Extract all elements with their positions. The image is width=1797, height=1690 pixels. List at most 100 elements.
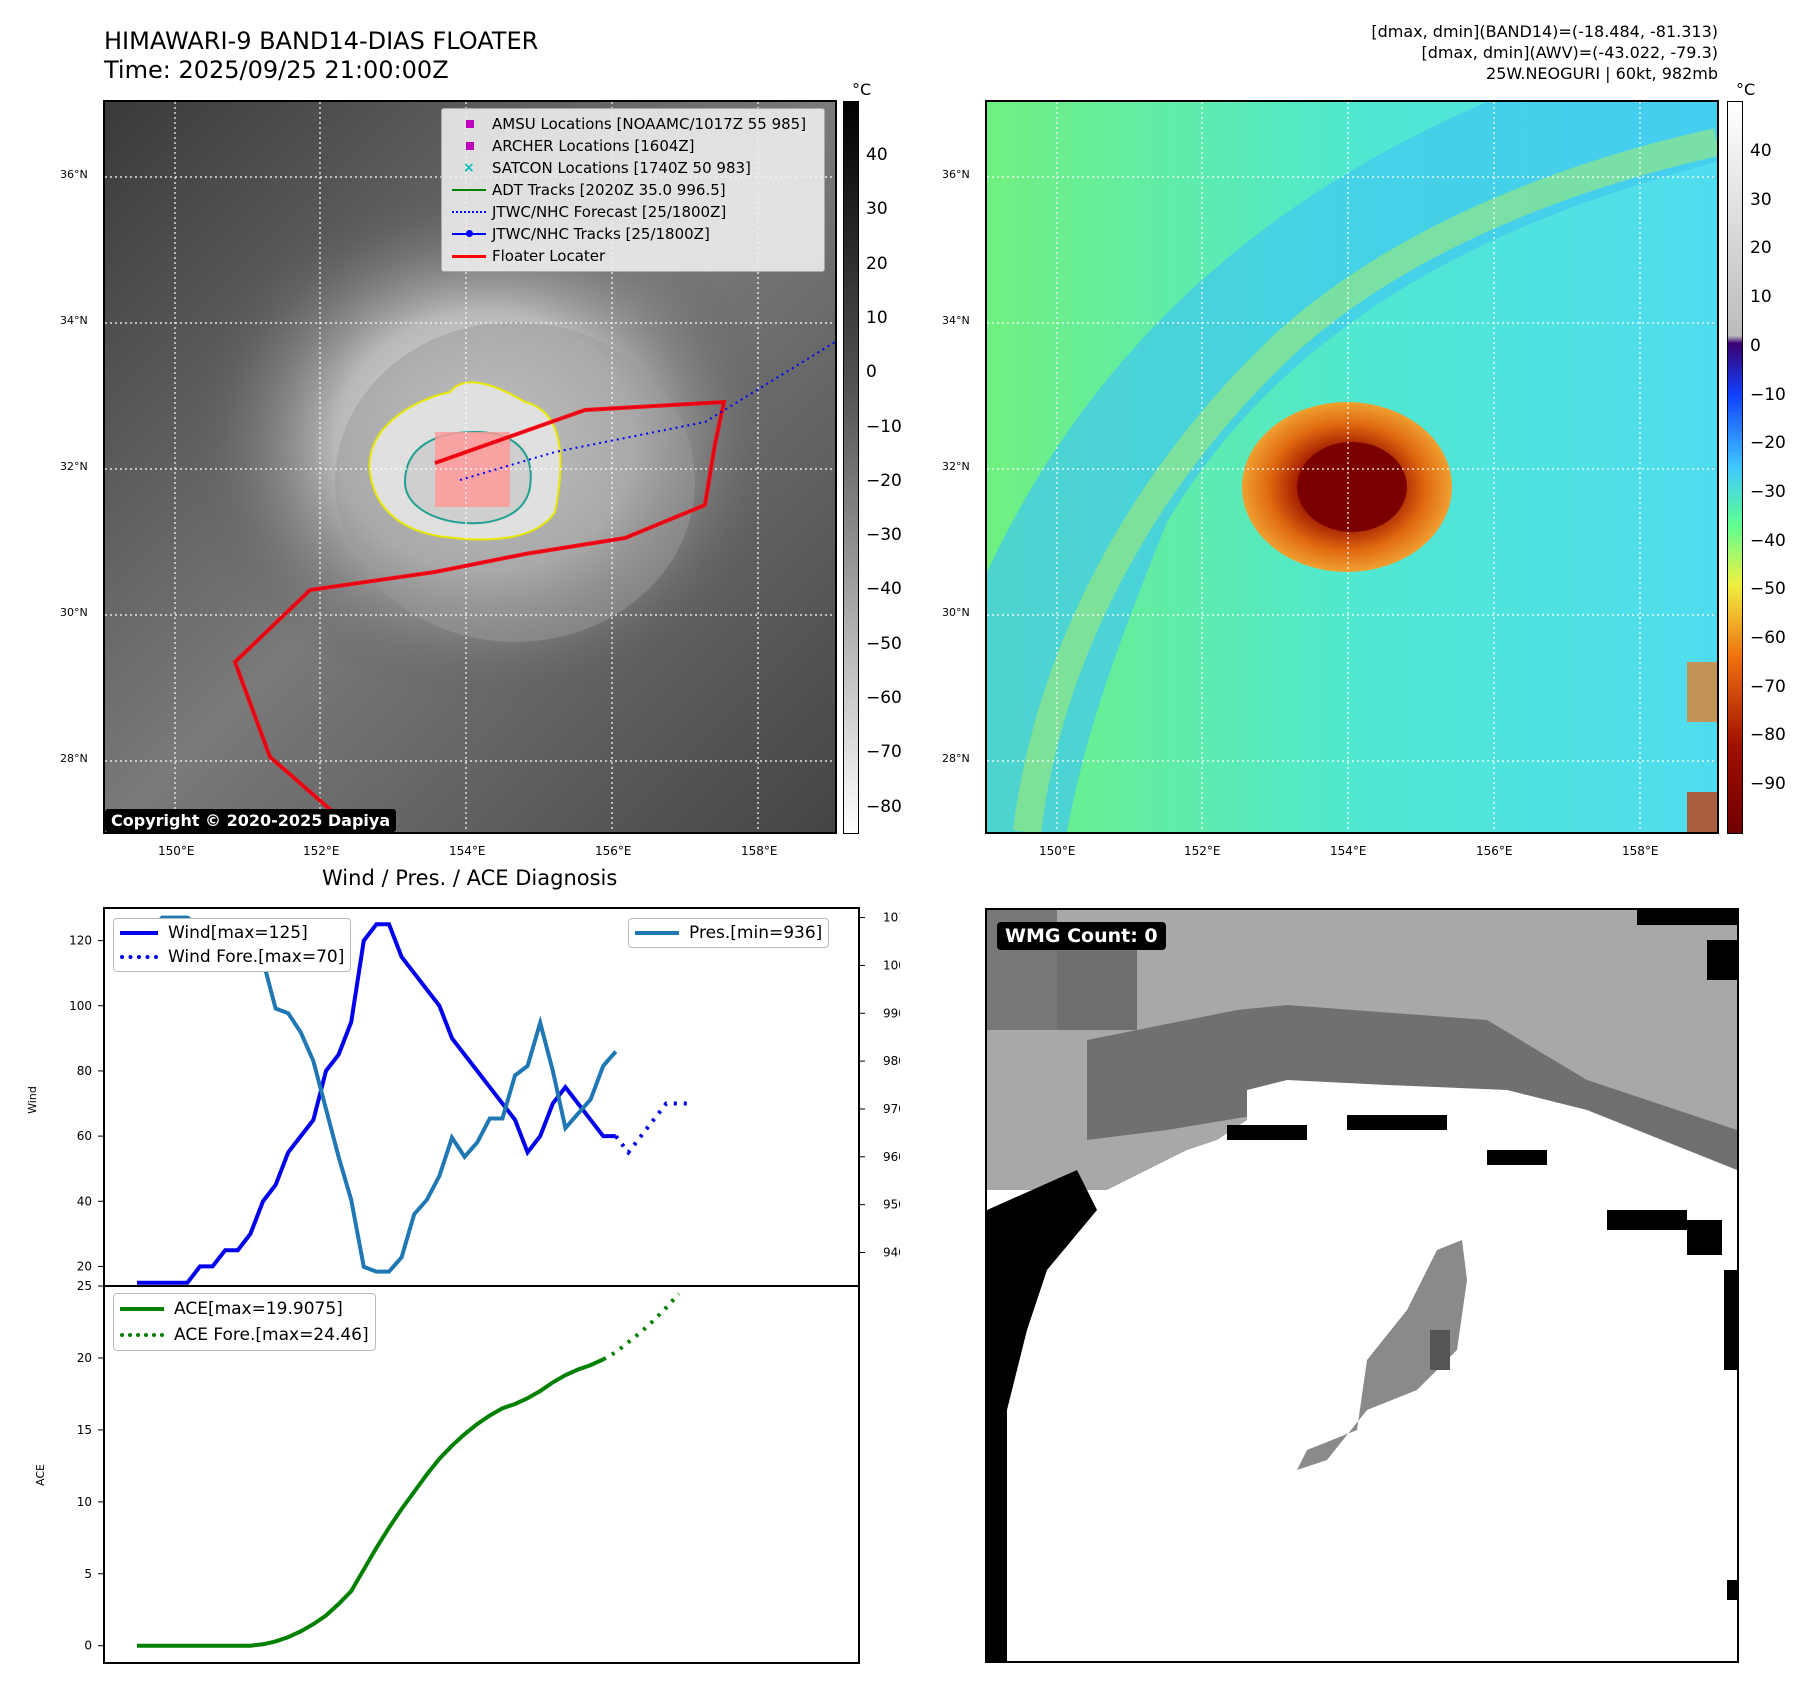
diagnosis-chart: 2040608010012094095096097098099010001010… <box>26 907 900 1664</box>
solid-line-icon <box>452 255 486 258</box>
ir-colorbar-tick: 30 <box>866 199 888 220</box>
pressure-legend: Pres.[min=936] <box>628 918 830 948</box>
ir-lon-label: 158°E <box>741 844 778 858</box>
ace-legend: ACE[max=19.9075] ACE Fore.[max=24.46] <box>113 1293 376 1351</box>
ir-map-panel: AMSU Locations [NOAAMC/1017Z 55 985] ARC… <box>103 100 837 834</box>
awv-lon-label: 152°E <box>1184 844 1221 858</box>
wind-line <box>137 922 616 1285</box>
ir-colorbar-tick: −10 <box>866 416 902 437</box>
legend-archer: ARCHER Locations [1604Z] <box>448 135 818 157</box>
awv-lat-label: 34°N <box>942 314 970 327</box>
ace-forecast-line <box>602 1292 681 1362</box>
ir-colorbar-tick: −30 <box>866 525 902 546</box>
chart-title: Wind / Pres. / ACE Diagnosis <box>322 866 618 890</box>
ace-tick-label: 10 <box>77 1495 92 1509</box>
ir-colorbar-tick: 40 <box>866 145 888 165</box>
awv-colorbar-tick: 30 <box>1750 189 1772 210</box>
ir-colorbar-tick: −40 <box>866 579 902 600</box>
pressure-tick-label: 940 <box>883 1246 900 1260</box>
solid-line-icon <box>120 1307 164 1311</box>
awv-lat-label: 30°N <box>942 606 970 619</box>
wind-tick-label: 40 <box>77 1194 92 1208</box>
wind-tick-label: 60 <box>77 1129 92 1143</box>
ace-tick-label: 15 <box>77 1423 92 1437</box>
pressure-tick-label: 950 <box>883 1198 900 1212</box>
legend-jtwc-tracks: JTWC/NHC Tracks [25/1800Z] <box>448 223 818 245</box>
wind-legend: Wind[max=125] Wind Fore.[max=70] <box>113 918 352 972</box>
pressure-tick-label: 960 <box>883 1150 900 1164</box>
ir-lon-label: 150°E <box>158 844 195 858</box>
square-marker-icon <box>466 142 474 150</box>
ir-lat-label: 36°N <box>60 168 88 181</box>
pressure-tick-label: 990 <box>883 1006 900 1020</box>
ir-colorbar-unit: °C <box>852 80 872 99</box>
ir-lon-label: 152°E <box>303 844 340 858</box>
legend-jtwc-forecast: JTWC/NHC Forecast [25/1800Z] <box>448 201 818 223</box>
awv-colorbar-tick: −90 <box>1750 774 1786 795</box>
legend-floater: Floater Locater <box>448 245 818 267</box>
ir-lat-label: 30°N <box>60 606 88 619</box>
floater-box <box>435 432 510 507</box>
copyright-label: Copyright © 2020-2025 Dapiya <box>105 809 397 832</box>
wind-tick-label: 20 <box>77 1259 92 1273</box>
ir-colorbar-tick: 20 <box>866 253 888 274</box>
ir-colorbar-tick: −60 <box>866 688 902 708</box>
awv-colorbar-unit: °C <box>1736 80 1756 99</box>
dotted-line-icon <box>452 211 486 213</box>
ir-legend: AMSU Locations [NOAAMC/1017Z 55 985] ARC… <box>441 108 825 272</box>
awv-colorbar-tick: −60 <box>1750 628 1786 648</box>
wind-tick-label: 80 <box>77 1064 92 1078</box>
awv-lon-label: 158°E <box>1622 844 1659 858</box>
wmg-panel: WMG Count: 0 <box>985 908 1739 1663</box>
wind-forecast-line <box>614 1101 692 1156</box>
info-line-2: [dmax, dmin](AWV)=(-43.022, -79.3) <box>1421 43 1718 62</box>
wmg-count-badge: WMG Count: 0 <box>997 922 1166 950</box>
awv-colorbar-tick: −70 <box>1750 676 1786 697</box>
awv-colorbar-tick: −40 <box>1750 530 1786 551</box>
ir-colorbar-tick: −50 <box>866 633 902 654</box>
ace-tick-label: 25 <box>77 1279 92 1293</box>
wind-axis-label: Wind <box>26 1086 39 1114</box>
awv-lat-label: 36°N <box>942 168 970 181</box>
awv-colorbar-tick: 20 <box>1750 238 1772 259</box>
x-marker-icon: × <box>463 160 475 176</box>
awv-colorbar-tick: 10 <box>1750 287 1772 308</box>
legend-satcon: × SATCON Locations [1740Z 50 983] <box>463 159 751 177</box>
info-line-3: 25W.NEOGURI | 60kt, 982mb <box>1486 64 1718 83</box>
ace-tick-label: 0 <box>84 1639 92 1653</box>
awv-colorbar-tick: 0 <box>1750 335 1761 356</box>
wind-tick-label: 100 <box>69 999 92 1013</box>
dotted-line-icon <box>120 1333 164 1337</box>
ir-colorbar-tick: −80 <box>866 796 902 817</box>
ir-lat-label: 32°N <box>60 460 88 473</box>
ir-lat-label: 28°N <box>60 752 88 765</box>
awv-colorbar-tick: −30 <box>1750 481 1786 502</box>
pressure-tick-label: 970 <box>883 1102 900 1116</box>
pressure-tick-label: 1000 <box>883 958 900 972</box>
solid-line-icon <box>452 189 486 191</box>
ir-lon-label: 156°E <box>595 844 632 858</box>
awv-lon-label: 150°E <box>1039 844 1076 858</box>
title-line-1: HIMAWARI-9 BAND14-DIAS FLOATER <box>104 27 539 55</box>
awv-colorbar-tick: −20 <box>1750 433 1786 454</box>
solid-line-icon <box>120 931 158 935</box>
ace-axes-frame <box>103 1285 860 1664</box>
ir-lat-label: 34°N <box>60 314 88 327</box>
awv-colorbar <box>1727 101 1743 834</box>
square-marker-icon <box>466 120 474 128</box>
solid-line-icon <box>635 931 679 935</box>
ir-colorbar-tick: 10 <box>866 307 888 328</box>
ace-axis-label: ACE <box>34 1464 47 1486</box>
awv-colorbar-tick: −10 <box>1750 384 1786 405</box>
pressure-tick-label: 980 <box>883 1054 900 1068</box>
awv-colorbar-tick: −50 <box>1750 579 1786 600</box>
awv-colorbar-tick: 40 <box>1750 141 1772 161</box>
ir-colorbar-tick: 0 <box>866 362 877 383</box>
legend-amsu: AMSU Locations [NOAAMC/1017Z 55 985] <box>448 113 818 135</box>
title-line-2: Time: 2025/09/25 21:00:00Z <box>104 56 449 84</box>
ir-colorbar-tick: −70 <box>866 742 902 763</box>
awv-lon-label: 154°E <box>1330 844 1367 858</box>
ace-tick-label: 20 <box>77 1351 92 1365</box>
legend-adt: ADT Tracks [2020Z 35.0 996.5] <box>448 179 818 201</box>
